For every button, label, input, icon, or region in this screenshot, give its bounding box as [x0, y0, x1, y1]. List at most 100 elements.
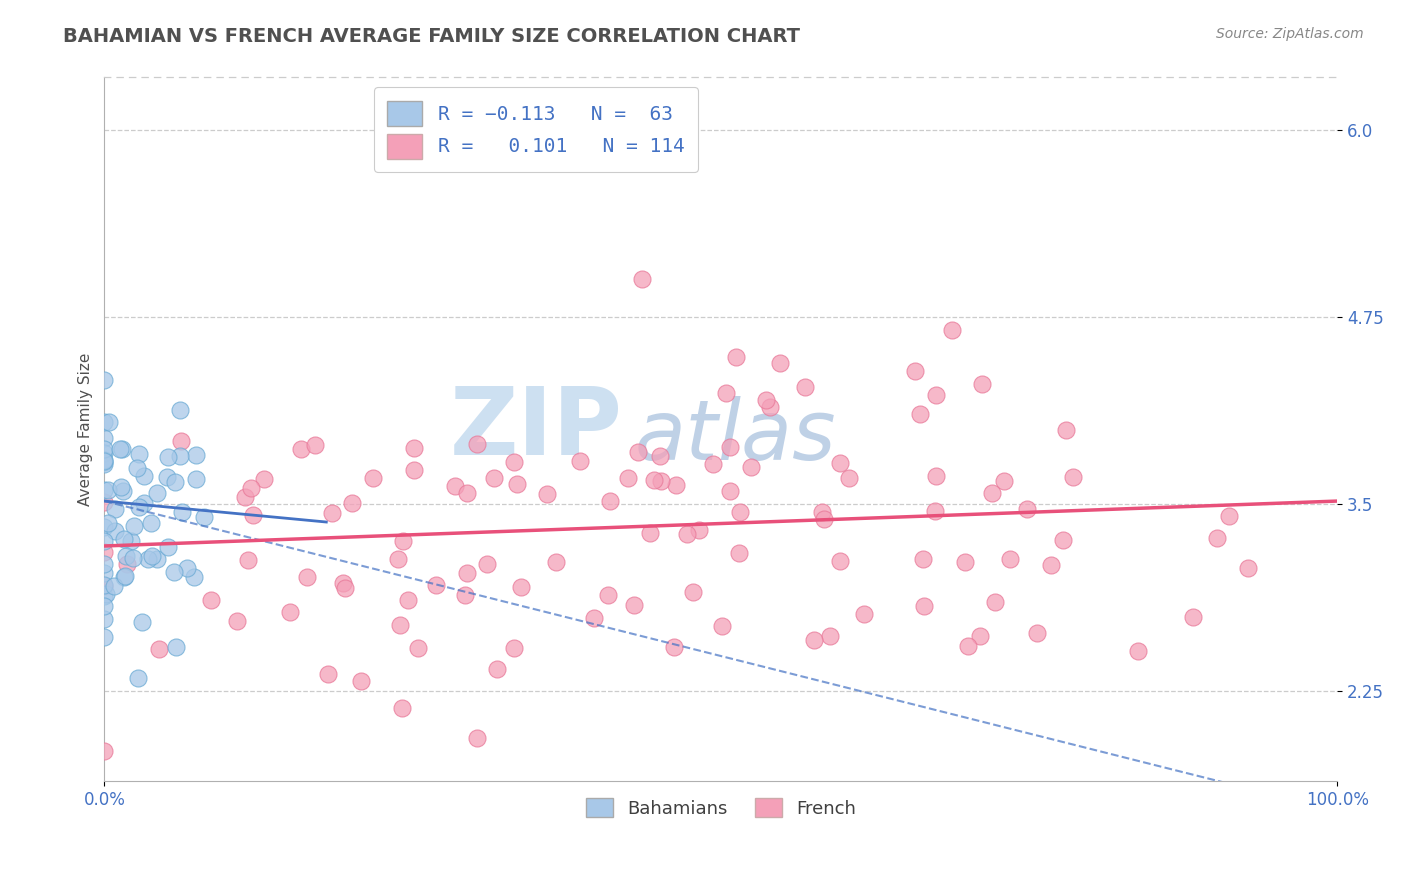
Point	[139, 516, 162, 530]
Point	[546, 555, 568, 569]
Point	[93, 744, 115, 758]
Point	[583, 611, 606, 625]
Point	[112, 570, 135, 584]
Point	[828, 456, 851, 470]
Point	[1128, 644, 1150, 658]
Point	[200, 592, 222, 607]
Point	[297, 569, 319, 583]
Point	[93, 589, 115, 603]
Point	[627, 445, 650, 459]
Point	[1000, 551, 1022, 566]
Point	[664, 640, 686, 654]
Point	[904, 364, 927, 378]
Point	[184, 472, 207, 486]
Point	[104, 524, 127, 539]
Point	[818, 629, 841, 643]
Point	[509, 580, 531, 594]
Point	[278, 605, 301, 619]
Point	[396, 592, 419, 607]
Point	[502, 640, 524, 655]
Point	[406, 641, 429, 656]
Point	[725, 350, 748, 364]
Point	[617, 471, 640, 485]
Point	[1026, 626, 1049, 640]
Point	[969, 629, 991, 643]
Point	[93, 534, 115, 549]
Point	[728, 505, 751, 519]
Point	[93, 453, 115, 467]
Point	[128, 500, 150, 514]
Point	[1182, 609, 1205, 624]
Point	[665, 478, 688, 492]
Point	[755, 393, 778, 408]
Point	[93, 457, 115, 471]
Point	[363, 471, 385, 485]
Point	[1052, 533, 1074, 547]
Point	[568, 454, 591, 468]
Point	[97, 516, 120, 530]
Point	[115, 557, 138, 571]
Point	[156, 450, 179, 464]
Point	[503, 455, 526, 469]
Point	[957, 640, 980, 654]
Point	[993, 474, 1015, 488]
Point	[718, 483, 741, 498]
Point	[793, 379, 815, 393]
Point	[93, 578, 115, 592]
Point	[475, 558, 498, 572]
Point	[1218, 509, 1240, 524]
Point	[93, 446, 115, 460]
Point	[908, 407, 931, 421]
Point	[702, 457, 724, 471]
Point	[925, 388, 948, 402]
Point	[240, 481, 263, 495]
Text: atlas: atlas	[634, 396, 837, 476]
Point	[316, 667, 339, 681]
Point	[104, 502, 127, 516]
Point	[728, 546, 751, 560]
Point	[93, 578, 115, 592]
Y-axis label: Average Family Size: Average Family Size	[79, 352, 93, 506]
Point	[456, 486, 478, 500]
Point	[93, 483, 115, 498]
Point	[103, 578, 125, 592]
Point	[93, 630, 115, 644]
Point	[290, 442, 312, 456]
Point	[332, 576, 354, 591]
Text: BAHAMIAN VS FRENCH AVERAGE FAMILY SIZE CORRELATION CHART: BAHAMIAN VS FRENCH AVERAGE FAMILY SIZE C…	[63, 27, 800, 45]
Point	[1236, 561, 1258, 575]
Legend: Bahamians, French: Bahamians, French	[578, 791, 863, 825]
Point	[465, 437, 488, 451]
Point	[675, 526, 697, 541]
Point	[828, 554, 851, 568]
Point	[98, 415, 121, 429]
Point	[93, 431, 115, 445]
Point	[111, 483, 134, 498]
Point	[253, 472, 276, 486]
Point	[93, 453, 115, 467]
Point	[486, 662, 509, 676]
Point	[120, 534, 142, 549]
Point	[454, 588, 477, 602]
Point	[93, 494, 115, 508]
Point	[456, 566, 478, 580]
Point	[1062, 470, 1084, 484]
Point	[93, 416, 115, 430]
Point	[93, 373, 115, 387]
Point	[145, 486, 167, 500]
Point	[711, 618, 734, 632]
Point	[242, 508, 264, 523]
Point	[93, 612, 115, 626]
Point	[650, 474, 672, 488]
Point	[769, 356, 792, 370]
Point	[165, 475, 187, 489]
Point	[340, 496, 363, 510]
Point	[110, 480, 132, 494]
Point	[128, 447, 150, 461]
Point	[172, 505, 194, 519]
Point	[465, 731, 488, 745]
Point	[924, 504, 946, 518]
Point	[505, 477, 527, 491]
Point	[134, 496, 156, 510]
Point	[93, 557, 115, 571]
